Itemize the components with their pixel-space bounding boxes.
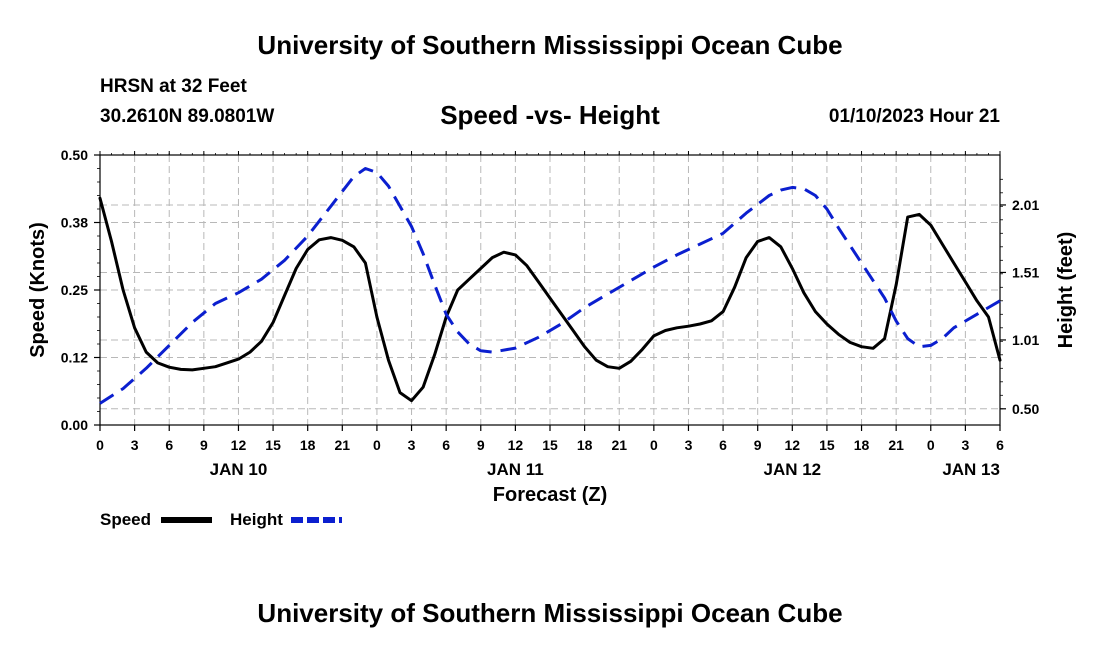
x-tick-label: 12: [508, 437, 524, 453]
forecast-datetime: 01/10/2023 Hour 21: [828, 106, 1000, 127]
x-tick-label: 6: [719, 437, 727, 453]
y-tick-label: 0.12: [61, 350, 88, 366]
x-tick-label: 15: [542, 437, 558, 453]
x-tick-label: 18: [577, 437, 593, 453]
date-label: JAN 13: [942, 460, 1000, 479]
legend-speed-label: Speed: [100, 510, 151, 529]
x-tick-label: 3: [408, 437, 416, 453]
y-tick-label: 0.00: [61, 417, 88, 433]
axis-labels: 0 3 6 9 12 15 18 21 0 3 6 9 12 15 18 21 0 3 6 9 12 15 18 21 0 3 6 J…: [61, 147, 1040, 479]
y2-tick-label: 2.01: [1012, 197, 1039, 213]
x-tick-label: 6: [996, 437, 1004, 453]
x-tick-label: 15: [819, 437, 835, 453]
x-tick-label: 21: [335, 437, 351, 453]
date-label: JAN 10: [210, 460, 268, 479]
legend-height-label: Height: [230, 510, 283, 529]
x-tick-label: 12: [785, 437, 801, 453]
date-label: JAN 12: [763, 460, 821, 479]
date-label: JAN 11: [487, 460, 544, 479]
x-tick-label: 12: [231, 437, 247, 453]
x-tick-label: 21: [888, 437, 904, 453]
y-axis-title: Speed (Knots): [27, 222, 49, 358]
x-tick-label: 9: [477, 437, 485, 453]
page-footer-title: University of Southern Mississippi Ocean…: [257, 598, 843, 628]
series: [98, 167, 1002, 405]
x-tick-label: 9: [200, 437, 208, 453]
y2-tick-label: 0.50: [1012, 401, 1039, 417]
x-tick-label: 18: [300, 437, 316, 453]
x-tick-label: 0: [650, 437, 658, 453]
y2-tick-label: 1.51: [1012, 264, 1039, 280]
y-tick-label: 0.38: [61, 215, 88, 231]
x-tick-label: 3: [961, 437, 969, 453]
chart-subtitle: Speed -vs- Height: [440, 100, 660, 130]
x-tick-label: 6: [165, 437, 173, 453]
x-axis-title: Forecast (Z): [493, 484, 607, 506]
series-line-speed: [98, 196, 1002, 403]
page-title: University of Southern Mississippi Ocean…: [257, 30, 843, 60]
x-tick-label: 6: [442, 437, 450, 453]
y2-axis-title: Height (feet): [1055, 232, 1077, 349]
grid: [100, 155, 1000, 425]
y2-tick-label: 1.01: [1012, 332, 1039, 348]
x-tick-label: 21: [611, 437, 627, 453]
x-tick-label: 15: [265, 437, 281, 453]
station-label: HRSN at 32 Feet: [100, 76, 247, 97]
series-line-height: [99, 167, 1001, 405]
x-tick-label: 3: [131, 437, 139, 453]
x-tick-label: 0: [927, 437, 935, 453]
x-tick-label: 0: [96, 437, 104, 453]
x-tick-label: 9: [754, 437, 762, 453]
x-tick-label: 0: [373, 437, 381, 453]
x-tick-label: 18: [854, 437, 870, 453]
legend: Speed Height: [100, 510, 342, 529]
x-tick-label: 3: [685, 437, 693, 453]
y-tick-label: 0.25: [61, 282, 88, 298]
axis-ticks: [94, 151, 1006, 431]
y-tick-label: 0.50: [61, 147, 88, 163]
station-coordinates: 30.2610N 89.0801W: [100, 106, 275, 127]
